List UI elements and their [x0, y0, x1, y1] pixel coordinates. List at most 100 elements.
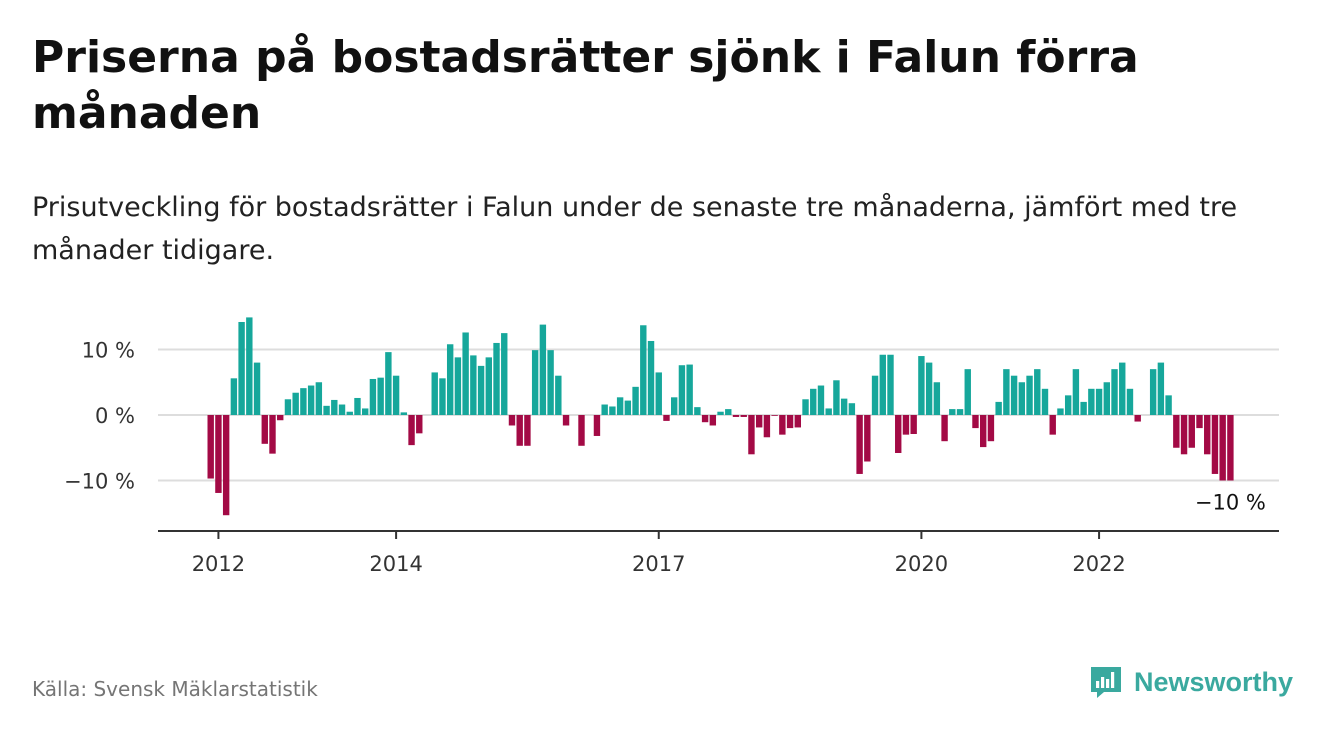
bars — [207, 317, 1234, 516]
bar — [1103, 382, 1110, 415]
bar — [655, 372, 662, 415]
bar — [933, 382, 941, 415]
bar — [1219, 415, 1226, 481]
bar — [1204, 415, 1211, 455]
bar — [771, 415, 778, 416]
bar — [609, 406, 616, 415]
bar — [640, 325, 647, 415]
bar — [1003, 369, 1010, 415]
bar — [864, 415, 871, 462]
bar — [925, 362, 933, 415]
bar — [446, 344, 454, 415]
bar — [1080, 401, 1087, 415]
bar — [315, 382, 323, 415]
bar — [995, 401, 1002, 415]
bar — [562, 415, 570, 426]
bar — [632, 386, 639, 415]
bar — [261, 415, 268, 444]
bar — [616, 397, 624, 415]
bar — [1026, 375, 1033, 415]
bar — [671, 397, 678, 415]
bar — [964, 369, 971, 415]
bar — [385, 352, 392, 415]
bar — [848, 403, 856, 415]
annotations: −10 % — [1195, 491, 1266, 515]
bar — [416, 415, 423, 434]
newsworthy-chart-icon — [1091, 667, 1121, 698]
last-value-label: −10 % — [1195, 491, 1266, 515]
bar — [501, 333, 508, 415]
bar-chart: 10 % 0 % −10 % 2012 2014 2017 2020 2022 −10 % — [64, 317, 1279, 576]
bar — [1049, 415, 1056, 435]
chart-subtitle: Prisutveckling för bostadsrätter i Falun… — [32, 192, 1238, 266]
bar — [253, 362, 261, 415]
bar — [323, 405, 330, 415]
bar — [1072, 369, 1080, 415]
bar — [277, 415, 284, 421]
bar — [508, 415, 516, 426]
bar — [354, 397, 361, 415]
x-tick-label: 2012 — [192, 552, 245, 576]
bar — [763, 415, 771, 438]
bar — [331, 399, 338, 415]
bar — [470, 355, 477, 415]
bar — [547, 350, 554, 415]
bar — [362, 408, 369, 415]
bar — [1173, 415, 1180, 448]
bar — [647, 340, 655, 415]
bar — [624, 400, 632, 415]
bar — [1126, 388, 1134, 415]
bar — [400, 412, 408, 415]
bar — [972, 415, 979, 429]
bar — [485, 357, 492, 415]
bar — [300, 388, 307, 415]
bar — [1034, 369, 1041, 415]
bar — [238, 321, 245, 415]
bar — [369, 378, 377, 415]
bar — [1157, 362, 1165, 415]
bar — [709, 415, 717, 426]
bar — [810, 388, 817, 415]
bar — [1165, 395, 1172, 415]
bar — [1095, 388, 1103, 415]
bar — [980, 415, 987, 448]
bar — [215, 415, 222, 493]
bar — [941, 415, 948, 442]
bar — [1018, 382, 1026, 415]
bar — [292, 392, 299, 415]
y-tick-label: 0 % — [95, 404, 135, 428]
bar — [516, 415, 523, 446]
bar — [477, 365, 485, 415]
bar — [431, 372, 438, 415]
brand-name: Newsworthy — [1134, 666, 1294, 697]
bar — [1211, 415, 1219, 474]
x-tick-label: 2014 — [369, 552, 422, 576]
bar — [1119, 362, 1126, 415]
bar — [732, 415, 740, 417]
bar — [740, 415, 747, 417]
bar — [222, 415, 230, 516]
bar — [871, 375, 879, 415]
bar — [987, 415, 995, 442]
bar — [454, 357, 462, 415]
bar — [1111, 369, 1118, 415]
bar — [269, 415, 276, 454]
bar — [307, 385, 315, 415]
bar — [701, 415, 709, 423]
bar — [910, 415, 917, 434]
bar — [1057, 408, 1064, 415]
bar — [462, 332, 469, 415]
bar — [949, 409, 956, 415]
bar — [524, 415, 531, 446]
bar — [887, 354, 894, 415]
bar — [531, 350, 539, 415]
bar — [493, 342, 500, 415]
x-tick-label: 2020 — [895, 552, 948, 576]
bar — [578, 415, 585, 446]
bar — [1188, 415, 1195, 448]
bar — [779, 415, 786, 435]
y-tick-label: −10 % — [64, 470, 135, 494]
y-axis: 10 % 0 % −10 % — [64, 339, 135, 494]
bar — [802, 399, 809, 415]
bar — [346, 411, 353, 415]
